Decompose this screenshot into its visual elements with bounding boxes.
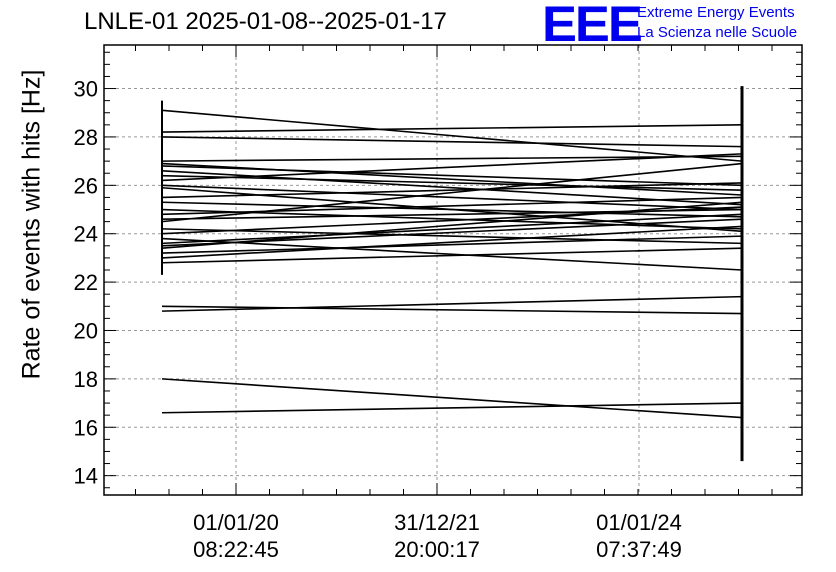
data-segment [161,162,743,223]
x-tick-label-time: 07:37:49 [596,537,682,562]
data-segment [161,153,743,182]
data-segment [161,402,743,414]
y-tick-label: 22 [74,270,98,295]
data-segment [161,378,743,419]
y-tick-label: 14 [74,464,98,489]
data-segment [161,305,743,315]
y-tick-label: 20 [74,318,98,343]
x-tick-label-time: 20:00:17 [394,537,480,562]
data-segment [161,162,743,196]
x-tick-label-date: 01/01/24 [596,510,682,535]
y-tick-label: 18 [74,367,98,392]
data-segment [161,208,743,230]
data-segment [161,247,743,264]
logo-caption-line1: Extreme Energy Events [637,4,795,21]
data-segment [161,184,743,211]
data-segment [161,174,743,191]
data-segment [161,109,743,162]
y-axis-label: Rate of events with hits [Hz] [17,69,46,380]
data-segment [161,228,743,245]
data-segment [161,213,743,245]
data-segment [161,136,743,148]
eee-logo: EEE [542,0,643,52]
y-tick-label: 28 [74,125,98,150]
data-segment [161,124,743,133]
data-segment [161,155,743,162]
logo-caption-line2: La Scienza nelle Scuole [637,24,798,41]
data-segment [161,208,743,220]
data-segment [161,237,743,271]
y-tick-label: 26 [74,173,98,198]
x-tick-label-date: 01/01/20 [193,510,279,535]
data-segment [161,225,743,259]
data-segment [161,295,743,312]
x-tick-label-time: 08:22:45 [193,537,279,562]
data-segment [161,201,743,250]
data-segment [161,218,743,247]
chart-title: LNLE-01 2025-01-08--2025-01-17 [84,8,447,35]
y-tick-label: 24 [74,222,98,247]
y-tick-label: 16 [74,415,98,440]
x-tick-label-date: 31/12/21 [394,510,480,535]
y-tick-label: 30 [74,77,98,102]
data-segment [161,235,743,254]
